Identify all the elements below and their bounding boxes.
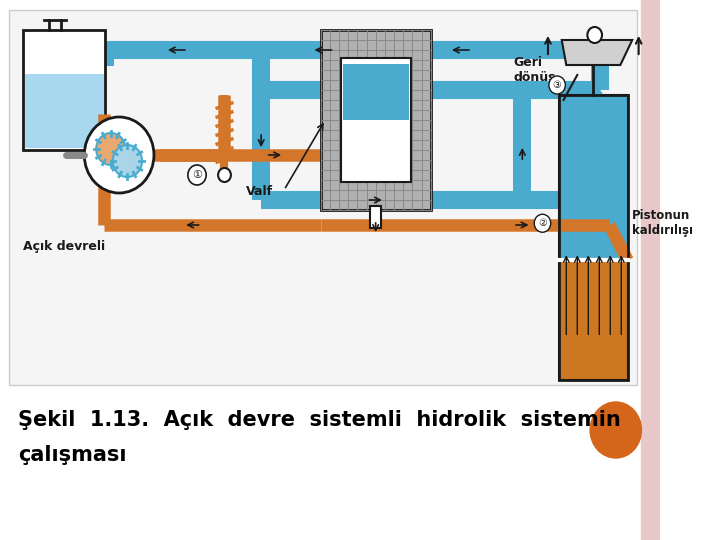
Text: Geri
dönüş: Geri dönüş <box>513 56 556 84</box>
Text: çalışması: çalışması <box>18 445 127 465</box>
Bar <box>642 0 660 540</box>
Circle shape <box>96 133 125 165</box>
Polygon shape <box>562 40 632 65</box>
Circle shape <box>84 117 154 193</box>
Bar <box>343 64 409 120</box>
Text: Pistonun
kaldırılışı: Pistonun kaldırılışı <box>632 209 693 237</box>
Circle shape <box>549 76 565 94</box>
Bar <box>9 10 637 385</box>
Bar <box>559 95 628 260</box>
Circle shape <box>218 168 231 182</box>
Text: ①: ① <box>192 170 202 180</box>
Circle shape <box>188 165 206 185</box>
Bar <box>559 260 628 380</box>
Text: ②: ② <box>538 218 546 228</box>
Bar <box>341 58 410 182</box>
Bar <box>320 30 431 210</box>
Text: Şekil  1.13.  Açık  devre  sistemli  hidrolik  sistemin: Şekil 1.13. Açık devre sistemli hidrolik… <box>18 410 621 430</box>
Text: Açık devreli: Açık devreli <box>23 240 105 253</box>
Bar <box>370 206 381 228</box>
Circle shape <box>590 402 642 458</box>
Bar <box>23 30 105 150</box>
Text: Valf: Valf <box>246 185 273 198</box>
Text: ③: ③ <box>553 80 562 90</box>
Bar <box>559 95 628 380</box>
Circle shape <box>588 27 602 43</box>
Circle shape <box>113 145 142 177</box>
Circle shape <box>534 214 551 232</box>
Bar <box>24 73 104 148</box>
